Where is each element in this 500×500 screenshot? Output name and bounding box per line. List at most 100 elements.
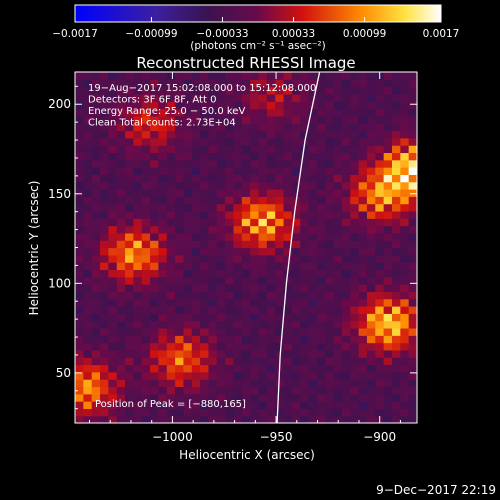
heatmap-pixel — [250, 327, 260, 336]
heatmap-pixel — [291, 254, 301, 263]
heatmap-pixel — [75, 108, 84, 117]
heatmap-pixel — [300, 327, 310, 336]
heatmap-pixel — [400, 393, 410, 402]
heatmap-pixel — [216, 291, 226, 300]
heatmap-pixel — [341, 93, 351, 102]
heatmap-pixel — [266, 298, 276, 307]
heatmap-pixel — [133, 254, 143, 263]
heatmap-pixel — [300, 203, 310, 212]
heatmap-pixel — [375, 108, 385, 117]
heatmap-pixel — [125, 298, 134, 307]
heatmap-pixel — [141, 269, 151, 278]
heatmap-pixel — [291, 79, 301, 88]
heatmap-pixel — [250, 240, 260, 249]
heatmap-pixel — [300, 364, 310, 373]
heatmap-pixel — [291, 291, 301, 300]
heatmap-pixel — [325, 364, 335, 373]
heatmap-pixel — [308, 145, 318, 154]
heatmap-pixel — [150, 262, 160, 271]
heatmap-pixel — [233, 349, 243, 358]
heatmap-pixel — [175, 262, 185, 271]
heatmap-pixel — [91, 174, 101, 183]
heatmap-pixel — [391, 181, 401, 190]
heatmap-pixel — [83, 364, 93, 373]
heatmap-pixel — [291, 364, 301, 373]
heatmap-pixel — [125, 335, 134, 344]
heatmap-pixel — [175, 371, 185, 380]
heatmap-pixel — [358, 93, 368, 102]
heatmap-pixel — [350, 306, 360, 314]
heatmap-pixel — [316, 364, 326, 373]
heatmap-pixel — [116, 269, 126, 278]
heatmap-pixel — [83, 342, 93, 351]
heatmap-pixel — [358, 218, 368, 227]
heatmap-pixel — [258, 306, 268, 314]
heatmap-pixel — [291, 269, 301, 278]
heatmap-pixel — [258, 393, 268, 402]
heatmap-pixel — [300, 379, 310, 388]
heatmap-pixel — [83, 393, 93, 402]
heatmap-pixel — [408, 415, 417, 423]
heatmap-pixel — [250, 415, 260, 423]
heatmap-pixel — [225, 86, 235, 95]
y-tick-label: 100 — [48, 276, 71, 290]
heatmap-pixel — [133, 364, 143, 373]
heatmap-pixel — [141, 349, 151, 358]
heatmap-pixel — [366, 181, 376, 190]
heatmap-pixel — [150, 123, 160, 132]
heatmap-pixel — [125, 225, 134, 234]
heatmap-pixel — [250, 108, 260, 117]
heatmap-pixel — [233, 401, 243, 409]
heatmap-pixel — [208, 262, 218, 271]
heatmap-pixel — [175, 254, 185, 263]
heatmap-pixel — [358, 364, 368, 373]
heatmap-pixel — [208, 72, 218, 80]
heatmap-pixel — [191, 415, 201, 423]
heatmap-pixel — [325, 225, 335, 234]
heatmap-pixel — [100, 379, 109, 388]
heatmap-pixel — [225, 306, 235, 314]
heatmap-pixel — [133, 210, 143, 219]
heatmap-pixel — [308, 137, 318, 146]
heatmap-pixel — [75, 327, 84, 336]
heatmap-pixel — [100, 152, 109, 161]
heatmap-pixel — [325, 335, 335, 344]
heatmap-pixel — [258, 320, 268, 329]
heatmap-pixel — [408, 196, 417, 205]
heatmap-pixel — [100, 342, 109, 351]
heatmap-pixel — [208, 174, 218, 183]
heatmap-pixel — [408, 174, 417, 183]
heatmap-pixel — [233, 342, 243, 351]
heatmap-pixel — [191, 123, 201, 132]
heatmap-pixel — [141, 115, 151, 124]
heatmap-pixel — [191, 159, 201, 168]
heatmap-pixel — [300, 342, 310, 351]
heatmap-pixel — [125, 159, 134, 168]
heatmap-pixel — [383, 386, 393, 395]
heatmap-pixel — [333, 408, 343, 417]
heatmap-pixel — [175, 291, 185, 300]
heatmap-pixel — [308, 167, 318, 175]
heatmap-pixel — [150, 167, 160, 175]
heatmap-pixel — [133, 189, 143, 197]
heatmap-pixel — [325, 269, 335, 278]
heatmap-pixel — [183, 247, 193, 256]
heatmap-pixel — [200, 247, 210, 256]
heatmap-pixel — [175, 415, 185, 423]
heatmap-pixel — [391, 79, 401, 88]
heatmap-pixel — [183, 145, 193, 154]
heatmap-pixel — [275, 240, 285, 249]
heatmap-pixel — [308, 349, 318, 358]
heatmap-pixel — [316, 152, 326, 161]
heatmap-pixel — [400, 93, 410, 102]
heatmap-pixel — [233, 130, 243, 139]
heatmap-pixel — [325, 291, 335, 300]
heatmap-pixel — [400, 379, 410, 388]
heatmap-pixel — [391, 108, 401, 117]
heatmap-pixel — [341, 218, 351, 227]
heatmap-pixel — [241, 108, 251, 117]
heatmap-pixel — [91, 101, 101, 110]
heatmap-pixel — [166, 371, 176, 380]
heatmap-pixel — [183, 101, 193, 110]
heatmap-pixel — [333, 93, 343, 102]
